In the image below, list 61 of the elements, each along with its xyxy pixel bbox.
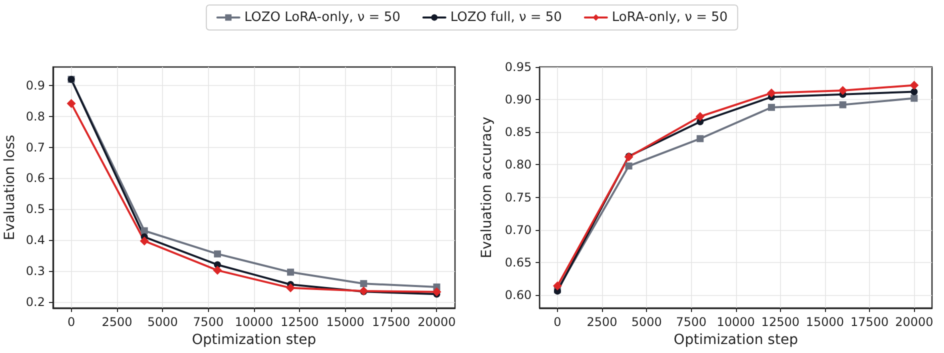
legend-label: LOZO full, ν = 50 [450, 10, 562, 25]
point [768, 104, 775, 111]
point [910, 80, 919, 90]
y-tick-label: 0.65 [504, 255, 532, 270]
x-tick-label: 2500 [586, 315, 618, 329]
y-tick-label: 0.75 [504, 190, 532, 204]
point [140, 236, 149, 246]
y-tick-label: 0.90 [504, 92, 532, 107]
y-axis-title: Evaluation loss [2, 134, 18, 240]
x-axis-title: Optimization step [674, 332, 798, 348]
y-tick-label: 0.6 [26, 171, 45, 186]
y-axis-title: Evaluation accuracy [479, 116, 495, 258]
point [910, 88, 918, 96]
legend-label: LoRA-only, ν = 50 [612, 10, 728, 25]
y-tick-label: 0.8 [26, 109, 45, 124]
y-tick-label: 0.3 [26, 264, 45, 278]
y-tick-label: 0.60 [504, 288, 532, 302]
x-axis-title: Optimization step [192, 332, 316, 348]
y-tick-label: 0.4 [26, 233, 45, 248]
y-tick-label: 0.7 [26, 140, 45, 154]
y-tick-label: 0.70 [504, 222, 532, 237]
point [838, 86, 848, 95]
x-tick-label: 20000 [418, 315, 456, 329]
point [696, 112, 705, 122]
point [432, 287, 442, 296]
y-tick-label: 0.80 [504, 158, 532, 172]
x-tick-label: 15000 [806, 315, 844, 329]
point [212, 266, 222, 275]
y-tick-label: 0.5 [26, 202, 45, 216]
x-tick-label: 12500 [280, 315, 319, 329]
legend-label: LOZO LoRA-only, ν = 50 [244, 10, 400, 25]
point [625, 162, 632, 170]
x-tick-label: 0 [67, 315, 76, 329]
point [140, 227, 148, 234]
x-tick-label: 12500 [761, 315, 800, 329]
y-tick-label: 0.2 [26, 294, 45, 309]
point [766, 88, 776, 98]
x-tick-label: 7500 [676, 315, 706, 329]
point [360, 280, 368, 288]
x-tick-label: 5000 [147, 315, 178, 329]
point [214, 250, 221, 258]
y-tick-label: 0.9 [26, 78, 45, 93]
x-tick-label: 17500 [850, 315, 889, 329]
point [286, 283, 296, 292]
x-tick-label: 0 [554, 315, 562, 329]
y-tick-label: 0.85 [504, 125, 532, 140]
x-tick-label: 15000 [326, 315, 364, 329]
point [910, 94, 918, 102]
point [66, 98, 76, 108]
x-tick-label: 5000 [631, 315, 662, 329]
x-tick-label: 7500 [193, 315, 224, 329]
point [552, 281, 562, 290]
point [287, 268, 294, 276]
x-tick-label: 2500 [102, 315, 132, 329]
point [839, 101, 846, 108]
x-tick-label: 10000 [234, 315, 274, 329]
x-tick-label: 17500 [372, 315, 410, 329]
y-tick-label: 0.95 [504, 60, 532, 74]
point [696, 135, 704, 142]
x-tick-label: 20000 [895, 315, 934, 329]
x-tick-label: 10000 [716, 315, 755, 329]
